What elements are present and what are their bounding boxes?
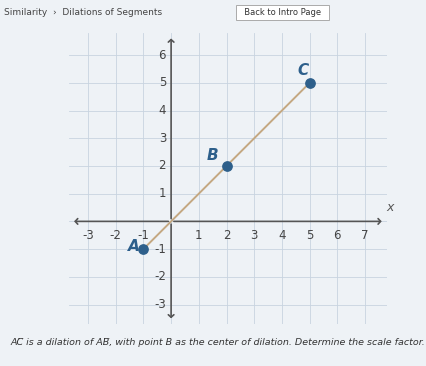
- Text: AC̅ is a dilation of AB̅, with point B as the center of dilation. Determine the : AC̅ is a dilation of AB̅, with point B a…: [11, 338, 426, 347]
- Text: -1: -1: [138, 229, 150, 242]
- Text: 7: 7: [361, 229, 369, 242]
- Text: 4: 4: [278, 229, 286, 242]
- Text: A: A: [128, 239, 140, 254]
- Text: 5: 5: [306, 229, 314, 242]
- Text: -2: -2: [110, 229, 121, 242]
- Text: -3: -3: [82, 229, 94, 242]
- Point: [223, 163, 230, 169]
- Text: 6: 6: [158, 49, 166, 61]
- Text: x: x: [386, 201, 393, 214]
- Text: 2: 2: [223, 229, 230, 242]
- Text: Similarity  ›  Dilations of Segments: Similarity › Dilations of Segments: [4, 8, 162, 18]
- Text: -2: -2: [154, 270, 166, 283]
- Point: [140, 246, 147, 252]
- Text: 5: 5: [159, 76, 166, 89]
- Text: 6: 6: [334, 229, 341, 242]
- Text: 2: 2: [158, 160, 166, 172]
- Text: -3: -3: [154, 298, 166, 311]
- Text: 1: 1: [195, 229, 203, 242]
- Text: -1: -1: [154, 243, 166, 255]
- Text: Back to Intro Page: Back to Intro Page: [239, 8, 326, 18]
- Text: 3: 3: [250, 229, 258, 242]
- Text: 3: 3: [159, 132, 166, 145]
- Text: C: C: [297, 63, 308, 78]
- Point: [306, 80, 313, 86]
- Text: 1: 1: [158, 187, 166, 200]
- Text: 4: 4: [158, 104, 166, 117]
- Text: B: B: [207, 148, 219, 163]
